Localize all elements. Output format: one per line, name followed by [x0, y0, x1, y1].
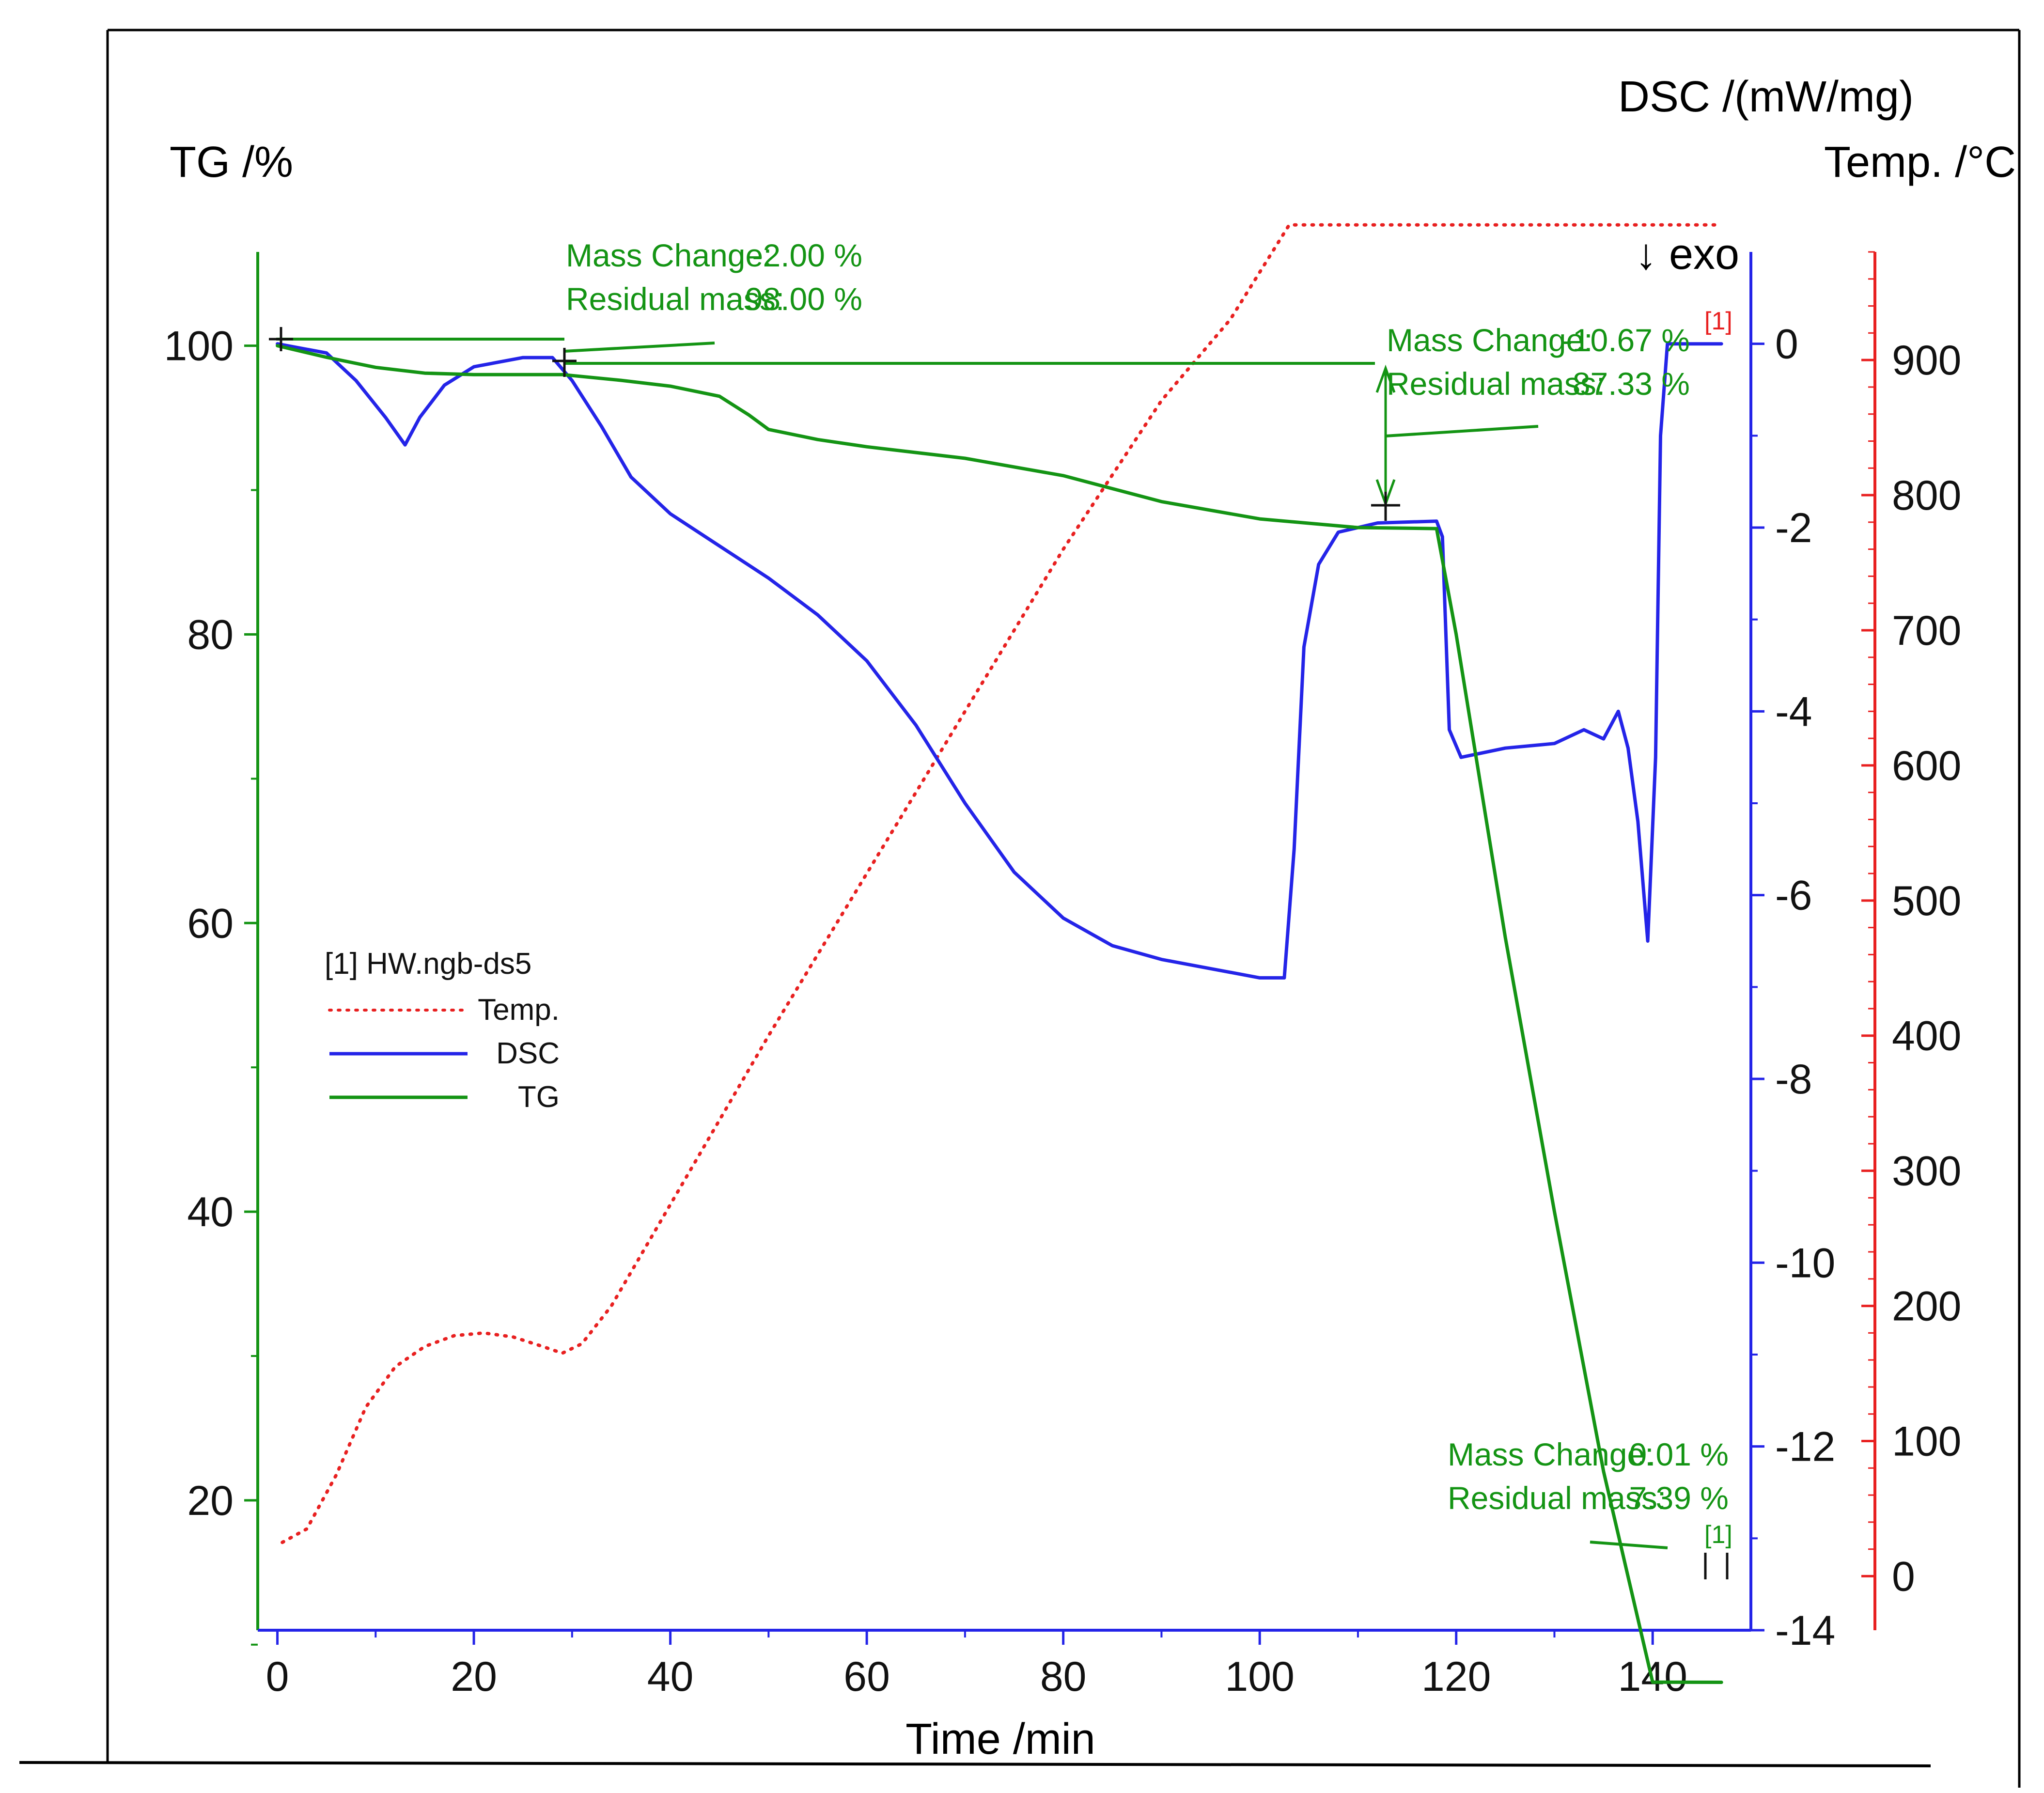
- temp-tick-label: 300: [1892, 1148, 1962, 1195]
- dsc-tick-label: -2: [1775, 505, 1812, 551]
- dsc-axis-title: DSC /(mW/mg): [1618, 73, 1914, 121]
- legend-label-tg: TG: [518, 1080, 560, 1114]
- annotation-2-mass-change-value: -10.67 %: [1562, 322, 1690, 358]
- temp-axis-title: Temp. /°C: [1824, 138, 2016, 187]
- temp-tick-label: 0: [1892, 1553, 1915, 1600]
- dsc-tick-label: -6: [1775, 873, 1812, 919]
- annotation-1-mass-change-label: Mass Change:: [566, 237, 772, 273]
- dsc-tick-label: -8: [1775, 1056, 1812, 1103]
- tg-tick-label: 100: [164, 323, 234, 370]
- annotation-2-marker-end: [1371, 492, 1400, 521]
- x-axis-title: Time /min: [905, 1715, 1095, 1763]
- dsc-curve: [276, 342, 1723, 980]
- annotation-2-residual-value: 87.33 %: [1573, 366, 1690, 402]
- legend-label-dsc: DSC: [496, 1037, 560, 1070]
- tg-curve: [276, 344, 1723, 1684]
- annotation-2-arrow-head-top: [1375, 364, 1396, 393]
- annotation-1-marker-end: [552, 348, 577, 377]
- annotation-3-leader: [1590, 1541, 1668, 1549]
- annotation-1-residual-value: 98.00 %: [745, 281, 862, 317]
- annotation-3-markers: [1704, 1553, 1729, 1579]
- tg-tick-label: 80: [187, 611, 234, 658]
- x-tick-label: 80: [1040, 1653, 1087, 1700]
- legend-title: [1] HW.ngb-ds5: [325, 947, 531, 981]
- annotation-1-leader: [564, 342, 715, 353]
- temp-tick-label: 900: [1892, 337, 1962, 384]
- annotation-3-line2: Residual mass: 7.39 %: [1448, 1480, 1729, 1516]
- temp-tick-label: 400: [1892, 1013, 1962, 1060]
- exo-label: ↓ exo: [1635, 230, 1739, 279]
- annotation-2-line1: Mass Change: -10.67 %: [1387, 322, 1690, 358]
- tg-axis-title: TG /%: [170, 138, 293, 187]
- dsc-tick-label: -14: [1775, 1607, 1835, 1654]
- dsc-tick-label: -12: [1775, 1424, 1835, 1470]
- annotation-1-mass-change-value: -2.00 %: [752, 237, 862, 273]
- temp-tick-label: 500: [1892, 878, 1962, 924]
- x-tick-label: 60: [843, 1653, 890, 1700]
- bottom-rule: [19, 1761, 1931, 1767]
- temp-tick-label: 800: [1892, 472, 1962, 519]
- annotation-1-residual-label: Residual mass:: [566, 281, 784, 317]
- x-tick-label: 0: [266, 1653, 289, 1700]
- x-tick-label: 100: [1225, 1653, 1295, 1700]
- temp-tick-label: 700: [1892, 608, 1962, 654]
- tg-tick-label: 40: [187, 1189, 234, 1235]
- dsc-tick-label: 0: [1775, 321, 1798, 368]
- annotation-3-line1: Mass Change: 0.01 %: [1448, 1436, 1729, 1472]
- annotation-1-line2: Residual mass: 98.00 %: [566, 281, 862, 317]
- curve-tag-bottom: [1]: [1704, 1521, 1732, 1549]
- annotation-2-line2: Residual mass: 87.33 %: [1387, 366, 1690, 402]
- annotation-2-leader: [1385, 425, 1539, 437]
- x-tick-label: 20: [451, 1653, 497, 1700]
- tg-tick-label: 60: [187, 900, 234, 947]
- dsc-tick-label: -4: [1775, 688, 1812, 735]
- dsc-tick-label: -10: [1775, 1240, 1835, 1286]
- temp-tick-label: 200: [1892, 1283, 1962, 1330]
- annotation-2-residual-label: Residual mass:: [1387, 366, 1605, 402]
- annotation-3-residual-value: 7.39 %: [1629, 1480, 1729, 1516]
- temp-curve: [281, 223, 1723, 1544]
- annotation-1-line1: Mass Change: -2.00 %: [566, 237, 862, 273]
- curves-layer: [276, 223, 1723, 1684]
- annotation-3-residual-label: Residual mass:: [1448, 1480, 1666, 1516]
- x-tick-label: 120: [1421, 1653, 1491, 1700]
- tg-tick-label: 20: [187, 1478, 234, 1524]
- curve-tag-top: [1]: [1704, 307, 1732, 335]
- annotation-1-marker-start: [269, 327, 293, 351]
- annotation-2-mass-change-label: Mass Change:: [1387, 322, 1593, 358]
- temp-tick-label: 600: [1892, 743, 1962, 789]
- annotation-3-mass-change-value: 0.01 %: [1629, 1436, 1729, 1472]
- x-tick-label: 40: [647, 1653, 694, 1700]
- temp-tick-label: 100: [1892, 1419, 1962, 1465]
- annotation-3-mass-change-label: Mass Change:: [1448, 1436, 1654, 1472]
- legend-label-temp: Temp.: [478, 993, 560, 1027]
